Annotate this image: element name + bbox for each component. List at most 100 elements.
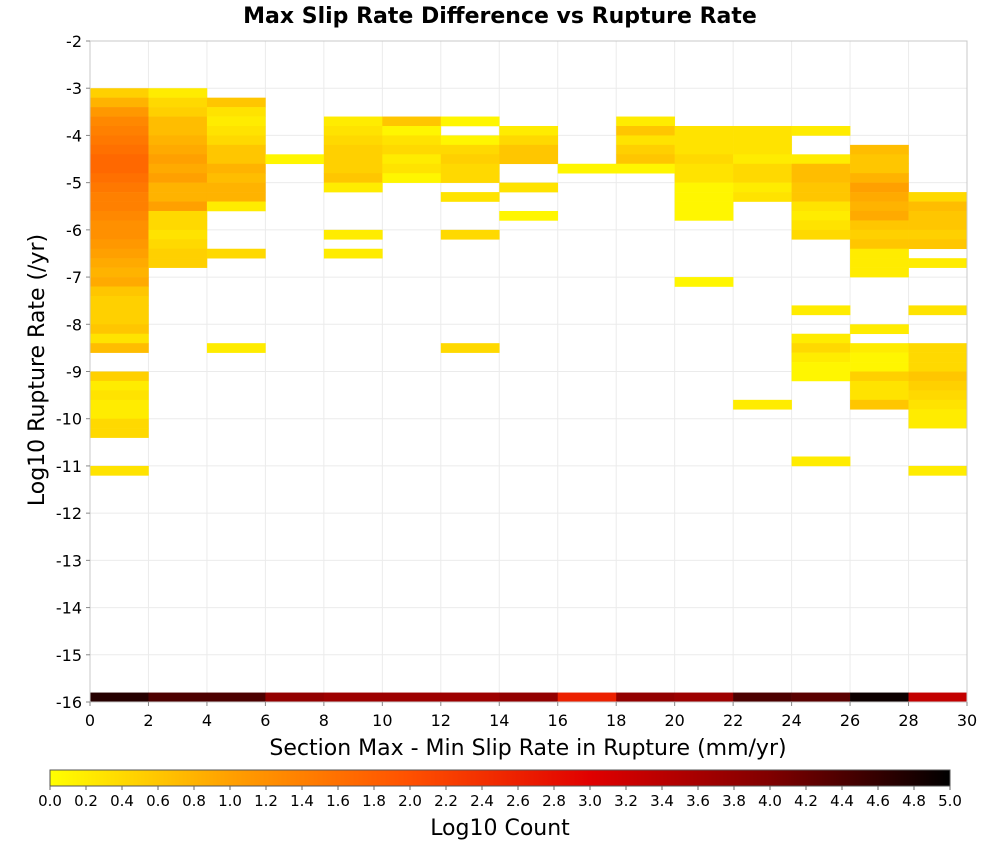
- heatmap-cell: [733, 192, 792, 202]
- heatmap-cell-bottom-row: [499, 692, 559, 703]
- heatmap-cell: [908, 390, 968, 401]
- colorbar-tick-label: 0.4: [110, 792, 134, 810]
- y-tick-label: -2: [66, 32, 82, 51]
- x-tick-label: 10: [372, 711, 392, 730]
- heatmap-cell: [791, 154, 851, 165]
- heatmap-cell: [148, 239, 208, 250]
- heatmap-cell: [90, 258, 149, 268]
- x-tick-label: 0: [85, 711, 95, 730]
- heatmap-cell: [90, 173, 149, 183]
- heatmap-cell: [616, 154, 675, 165]
- heatmap-cell: [791, 352, 851, 363]
- heatmap-cell: [908, 210, 968, 221]
- heatmap-cell: [850, 144, 909, 155]
- y-tick-label: -13: [56, 551, 82, 570]
- heatmap-cell: [206, 144, 266, 155]
- colorbar-tick-label: 5.0: [938, 792, 962, 810]
- heatmap-cell: [850, 267, 909, 278]
- heatmap-cell: [908, 201, 968, 212]
- heatmap-cell: [148, 220, 208, 231]
- x-tick-label: 26: [840, 711, 860, 730]
- heatmap-cell: [323, 135, 383, 146]
- heatmap-cell: [440, 343, 500, 353]
- x-tick-label: 20: [664, 711, 684, 730]
- heatmap-cell: [90, 305, 149, 316]
- colorbar-tick-label: 2.4: [470, 792, 494, 810]
- heatmap-cell: [850, 248, 909, 259]
- colorbar-tick-label: 3.8: [722, 792, 746, 810]
- heatmap-cell: [148, 88, 208, 98]
- heatmap-cell: [440, 229, 500, 240]
- heatmap-cell: [733, 154, 792, 165]
- heatmap-cell: [90, 144, 149, 155]
- x-tick-label: 2: [143, 711, 153, 730]
- heatmap-cell: [323, 229, 383, 240]
- heatmap-cell: [499, 154, 559, 165]
- heatmap-cell: [733, 399, 792, 410]
- colorbar-tick-label: 3.2: [614, 792, 638, 810]
- heatmap-cell: [148, 135, 208, 146]
- heatmap-cell: [850, 220, 909, 231]
- heatmap-cell: [850, 343, 909, 353]
- heatmap-cell: [90, 239, 149, 250]
- heatmap-cell: [557, 163, 617, 174]
- heatmap-cell: [206, 192, 266, 202]
- heatmap-cell: [206, 97, 266, 108]
- colorbar-tick-label: 4.4: [830, 792, 854, 810]
- heatmap-cell: [323, 154, 383, 165]
- heatmap-cell: [90, 399, 149, 410]
- heatmap-cell: [90, 409, 149, 420]
- y-axis-ticks: -2 -3 -4 -5 -6 -7 -8 -9 -10 -11 -12 -13 -14 -15 -16: [56, 32, 90, 712]
- heatmap-cell-bottom-row: [90, 692, 149, 703]
- y-tick-label: -8: [66, 315, 82, 334]
- heatmap-cell: [791, 201, 851, 212]
- heatmap-cell: [90, 333, 149, 344]
- y-tick-label: -16: [56, 693, 82, 712]
- colorbar-tick-label: 1.6: [326, 792, 350, 810]
- heatmap-cell: [791, 305, 851, 316]
- x-axis-label: Section Max - Min Slip Rate in Rupture (…: [269, 736, 786, 761]
- heatmap-cell-bottom-row: [206, 692, 266, 703]
- colorbar-tick-label: 4.8: [902, 792, 926, 810]
- heatmap-cell-bottom-row: [148, 692, 208, 703]
- heatmap-cell: [90, 295, 149, 306]
- heatmap-cell: [850, 154, 909, 165]
- y-tick-label: -11: [56, 457, 82, 476]
- heatmap-cell: [908, 239, 968, 250]
- heatmap-cell: [382, 135, 442, 146]
- heatmap-cell: [206, 107, 266, 117]
- colorbar-tick-label: 0.2: [74, 792, 98, 810]
- heatmap-cell: [206, 173, 266, 183]
- heatmap-cell: [148, 258, 208, 268]
- x-tick-label: 16: [548, 711, 568, 730]
- heatmap-cell: [206, 182, 266, 193]
- heatmap-cell: [323, 248, 383, 259]
- heatmap-cell: [850, 258, 909, 268]
- heatmap-cell: [90, 163, 149, 174]
- heatmap-cell: [90, 116, 149, 127]
- heatmap-cell: [148, 173, 208, 183]
- heatmap-cell: [791, 343, 851, 353]
- y-tick-label: -4: [66, 126, 82, 145]
- colorbar-tick-label: 1.4: [290, 792, 314, 810]
- heatmap-cell: [850, 182, 909, 193]
- heatmap-cell: [148, 210, 208, 221]
- colorbar-tick-label: 1.0: [218, 792, 242, 810]
- heatmap-cell: [90, 201, 149, 212]
- heatmap-cell: [440, 116, 500, 127]
- x-tick-label: 8: [319, 711, 329, 730]
- x-tick-label: 4: [202, 711, 212, 730]
- heatmap-cell: [850, 201, 909, 212]
- heatmap-cell: [499, 135, 559, 146]
- heatmap-cell: [850, 371, 909, 382]
- heatmap-cell: [850, 352, 909, 363]
- heatmap-cell: [323, 116, 383, 127]
- x-axis-ticks: 0 2 4 6 8 10 12 14 16 18 20 22 24 26 28 30: [85, 702, 977, 730]
- heatmap-cell: [440, 163, 500, 174]
- colorbar-tick-label: 0.8: [182, 792, 206, 810]
- x-tick-label: 12: [431, 711, 451, 730]
- heatmap-cell: [674, 201, 734, 212]
- heatmap-cell: [733, 182, 792, 193]
- heatmap-cell: [674, 144, 734, 155]
- heatmap-cell: [382, 144, 442, 155]
